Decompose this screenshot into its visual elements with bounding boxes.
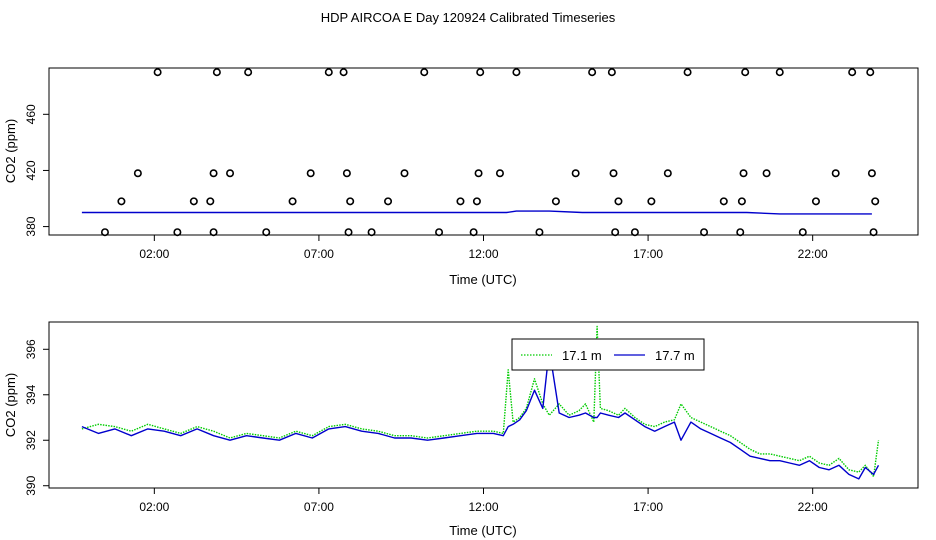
top-data-point bbox=[306, 169, 315, 178]
legend-label-17-7m: 17.7 m bbox=[655, 348, 695, 363]
top-data-point bbox=[775, 68, 784, 77]
top-data-point bbox=[663, 169, 672, 178]
bottom-y-axis-label: CO2 (ppm) bbox=[3, 373, 18, 437]
top-data-point bbox=[400, 169, 409, 178]
top-y-axis-label: CO2 (ppm) bbox=[3, 119, 18, 183]
bottom-x-tick-label: 22:00 bbox=[798, 500, 828, 514]
legend: 17.1 m 17.7 m bbox=[511, 338, 705, 371]
top-data-point bbox=[741, 68, 750, 77]
top-x-tick-label: 12:00 bbox=[468, 247, 498, 261]
legend-label-17-1m: 17.1 m bbox=[562, 348, 602, 363]
top-y-tick-label: 460 bbox=[24, 104, 38, 124]
top-data-point bbox=[647, 197, 656, 206]
top-data-point bbox=[607, 68, 616, 77]
bottom-x-tick-label: 12:00 bbox=[468, 500, 498, 514]
top-data-point bbox=[226, 169, 235, 178]
bottom-x-tick-label: 02:00 bbox=[139, 500, 169, 514]
top-data-point bbox=[420, 68, 429, 77]
top-data-point bbox=[512, 68, 521, 77]
top-data-point bbox=[571, 169, 580, 178]
top-plot-frame bbox=[48, 67, 919, 236]
top-data-point bbox=[535, 228, 544, 237]
top-data-point bbox=[798, 228, 807, 237]
top-data-point bbox=[117, 197, 126, 206]
figure-title: HDP AIRCOA E Day 120924 Calibrated Times… bbox=[321, 10, 616, 25]
top-series-layer bbox=[81, 68, 880, 237]
top-data-point bbox=[173, 228, 182, 237]
bottom-x-axis-label: Time (UTC) bbox=[449, 523, 516, 538]
top-data-point bbox=[339, 68, 348, 77]
top-data-point bbox=[367, 228, 376, 237]
top-data-point bbox=[384, 197, 393, 206]
top-data-point bbox=[262, 228, 271, 237]
top-y-axis: 380 420 460 bbox=[24, 104, 49, 237]
top-data-point bbox=[737, 197, 746, 206]
bottom-y-tick-label: 396 bbox=[24, 339, 38, 359]
bottom-panel: 02:00 07:00 12:00 17:00 22:00 390 392 394 396 T… bbox=[3, 321, 919, 538]
top-data-point bbox=[469, 228, 478, 237]
bottom-y-axis: 390 392 394 396 bbox=[24, 339, 49, 496]
top-data-point bbox=[588, 68, 597, 77]
top-data-point bbox=[831, 169, 840, 178]
top-data-point bbox=[212, 68, 221, 77]
top-data-point bbox=[762, 169, 771, 178]
bottom-x-tick-label: 17:00 bbox=[633, 500, 663, 514]
top-data-point bbox=[153, 68, 162, 77]
top-data-point bbox=[630, 228, 639, 237]
top-x-tick-label: 17:00 bbox=[633, 247, 663, 261]
top-data-point bbox=[472, 197, 481, 206]
top-data-point bbox=[244, 68, 253, 77]
top-y-tick-label: 420 bbox=[24, 160, 38, 180]
top-data-point bbox=[456, 197, 465, 206]
bottom-series-line-17-7-m bbox=[81, 348, 880, 480]
top-data-point bbox=[866, 68, 875, 77]
top-data-point bbox=[700, 228, 709, 237]
top-data-point bbox=[288, 197, 297, 206]
top-data-point bbox=[811, 197, 820, 206]
bottom-series-line-17-1-m bbox=[81, 325, 880, 478]
top-x-axis: 02:00 07:00 12:00 17:00 22:00 bbox=[139, 235, 828, 261]
top-data-point bbox=[848, 68, 857, 77]
top-data-point bbox=[209, 169, 218, 178]
top-data-point bbox=[344, 228, 353, 237]
top-data-point bbox=[346, 197, 355, 206]
top-panel: 02:00 07:00 12:00 17:00 22:00 380 420 460 Time… bbox=[3, 67, 919, 287]
top-series-line-series-0 bbox=[81, 210, 872, 215]
bottom-x-tick-label: 07:00 bbox=[304, 500, 334, 514]
top-data-point bbox=[683, 68, 692, 77]
top-y-tick-label: 380 bbox=[24, 216, 38, 236]
top-data-point bbox=[189, 197, 198, 206]
legend-box bbox=[511, 338, 705, 371]
top-data-point bbox=[736, 228, 745, 237]
top-data-point bbox=[133, 169, 142, 178]
top-data-point bbox=[206, 197, 215, 206]
top-data-point bbox=[867, 169, 876, 178]
top-data-point bbox=[719, 197, 728, 206]
top-data-point bbox=[551, 197, 560, 206]
top-x-axis-label: Time (UTC) bbox=[449, 272, 516, 287]
top-data-point bbox=[869, 228, 878, 237]
top-data-point bbox=[614, 197, 623, 206]
top-data-point bbox=[342, 169, 351, 178]
bottom-x-axis: 02:00 07:00 12:00 17:00 22:00 bbox=[139, 488, 828, 514]
bottom-y-tick-label: 390 bbox=[24, 475, 38, 495]
top-data-point bbox=[435, 228, 444, 237]
top-x-tick-label: 22:00 bbox=[798, 247, 828, 261]
top-data-point bbox=[739, 169, 748, 178]
bottom-series-layer bbox=[81, 325, 880, 480]
top-data-point bbox=[100, 228, 109, 237]
top-data-point bbox=[324, 68, 333, 77]
top-data-point bbox=[495, 169, 504, 178]
top-data-point bbox=[476, 68, 485, 77]
top-x-tick-label: 02:00 bbox=[139, 247, 169, 261]
top-data-point bbox=[609, 169, 618, 178]
bottom-y-tick-label: 392 bbox=[24, 430, 38, 450]
top-data-point bbox=[871, 197, 880, 206]
top-x-tick-label: 07:00 bbox=[304, 247, 334, 261]
top-data-point bbox=[474, 169, 483, 178]
bottom-y-tick-label: 394 bbox=[24, 384, 38, 404]
top-data-point bbox=[209, 228, 218, 237]
top-data-point bbox=[611, 228, 620, 237]
